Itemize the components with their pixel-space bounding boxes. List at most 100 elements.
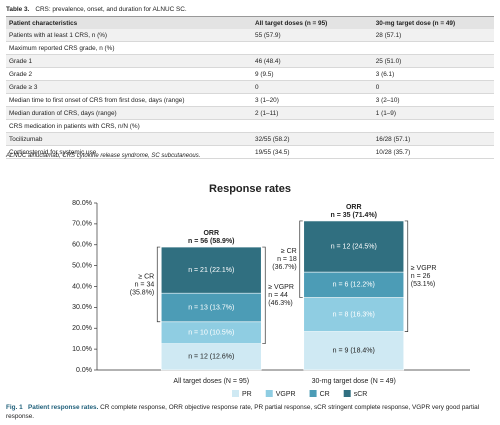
table-cell: 32/55 (58.2) [252, 132, 373, 146]
caption-text: CR complete response, ORR objective resp… [6, 404, 480, 420]
legend-label: CR [320, 391, 330, 398]
cr-annotation: n = 34 [135, 281, 155, 288]
vgpr-bracket [404, 220, 409, 332]
vgpr-annotation: ≥ VGPR [268, 284, 294, 291]
bar-segment [303, 271, 405, 298]
vgpr-annotation: ≥ VGPR [411, 265, 437, 272]
figure-caption: Fig. 1 Patient response rates. CR comple… [6, 404, 494, 421]
value-label: n = 12 (12.6%) [188, 354, 234, 361]
chart-title: Response rates [209, 183, 291, 195]
table-row: Maximum reported CRS grade, n (%) [6, 41, 494, 55]
legend-label: VGPR [276, 391, 296, 398]
table-cell: 2 (1–11) [252, 106, 373, 120]
table-cell: Grade ≥ 3 [6, 80, 253, 94]
table-row: Patients with at least 1 CRS, n (%) 55 (5… [6, 29, 494, 42]
table-cell: Corticosteroid for systemic use [6, 145, 253, 159]
value-label: n = 12 (24.5%) [331, 243, 377, 250]
table-cell: 25 (51.0) [372, 54, 494, 68]
table-row: Median time to first onset of CRS from f… [6, 93, 494, 107]
y-tick-label: 60.0% [72, 242, 92, 249]
table-body: Patients with at least 1 CRS, n (%) 55 (5… [6, 29, 494, 159]
caption-label: Fig. 1 [6, 404, 23, 411]
table-title: CRS: prevalence, onset, and duration for… [35, 6, 187, 13]
table-cell: 55 (57.9) [252, 29, 373, 42]
cr-bracket [299, 220, 303, 298]
y-tick-label: 40.0% [72, 283, 92, 290]
table-row: Tocilizumab 32/55 (58.2) 16/28 (57.1) [6, 132, 494, 146]
vgpr-annotation: (46.3%) [268, 300, 293, 307]
legend-label: PR [242, 391, 252, 398]
table-label: Table 3. [6, 6, 30, 13]
value-label: n = 8 (16.3%) [333, 311, 375, 318]
legend-swatch [309, 390, 317, 397]
bar-segment [303, 331, 405, 371]
table-cell: 46 (48.4) [252, 54, 373, 68]
table-cell: Patients with at least 1 CRS, n (%) [6, 29, 253, 42]
table-cell: 3 (1–20) [252, 93, 373, 107]
y-tick-label: 20.0% [72, 325, 92, 332]
orr-value: n = 35 (71.4%) [331, 212, 378, 219]
table-grid: Patient characteristics All target doses … [6, 17, 494, 159]
legend-swatch [343, 390, 351, 397]
caption-title: Patient response rates. [28, 404, 99, 411]
table-cell: 9 (9.5) [252, 67, 373, 81]
orr-label: ORR [346, 204, 362, 211]
bar-segment [303, 220, 405, 273]
y-tick-label: 30.0% [72, 304, 92, 311]
vgpr-annotation: n = 44 [268, 292, 288, 299]
value-label: n = 13 (13.7%) [188, 304, 234, 311]
table-cell: 0 [372, 80, 494, 94]
orr-label: ORR [203, 230, 219, 237]
y-tick-label: 50.0% [72, 262, 92, 269]
vgpr-annotation: n = 26 [411, 273, 431, 280]
cr-annotation: ≥ CR [281, 248, 297, 255]
table-cell: Tocilizumab [6, 132, 253, 146]
cr-annotation: (36.7%) [272, 264, 297, 271]
vgpr-bracket [262, 246, 266, 345]
table-cell: Median time to first onset of CRS from f… [6, 93, 253, 107]
table-row: Corticosteroid for systemic use 19/55 (34… [6, 145, 494, 159]
table-cell: 0 [252, 80, 373, 94]
table-footnote: ALNUC alnuctamab, CRS cytokine release s… [6, 153, 201, 159]
legend-label: sCR [354, 391, 368, 398]
y-tick-label: 0.0% [76, 367, 92, 374]
table-row: Median duration of CRS, days (range) 2 (1… [6, 106, 494, 120]
table-cell: Maximum reported CRS grade, n (%) [6, 41, 494, 55]
legend-swatch [232, 390, 239, 397]
table-row: Grade 1 46 (48.4) 25 (51.0) [6, 54, 494, 68]
bar-segment [160, 292, 262, 323]
y-tick-label: 80.0% [72, 200, 92, 207]
vgpr-annotation: (53.1%) [411, 281, 436, 288]
x-tick-label: 30-mg target dose (N = 49) [312, 378, 396, 385]
bar-segment [160, 343, 262, 371]
table-cell: 1 (1–9) [372, 106, 494, 120]
cr-annotation: (35.8%) [130, 289, 155, 296]
bar-segment [160, 246, 262, 294]
table-cell: Median duration of CRS, days (range) [6, 106, 253, 120]
table-cell: 16/28 (57.1) [372, 132, 494, 146]
header-cell: 30-mg target dose (n = 49) [372, 17, 494, 29]
table-cell: Grade 1 [6, 54, 253, 68]
value-label: n = 10 (10.5%) [188, 330, 234, 337]
table-title-row: Table 3. CRS: prevalence, onset, and dura… [6, 4, 494, 17]
table-cell: 10/28 (35.7) [372, 145, 494, 159]
table-cell: Grade 2 [6, 67, 253, 81]
value-label: n = 6 (12.2%) [333, 282, 375, 289]
y-tick-label: 70.0% [72, 221, 92, 228]
table-cell: CRS medication in patients with CRS, n/N… [6, 119, 494, 133]
header-row: Patient characteristics All target doses … [6, 17, 494, 29]
header-cell: Patient characteristics [6, 17, 253, 29]
table: Table 3. CRS: prevalence, onset, and dura… [6, 4, 494, 159]
header-cell: All target doses (n = 95) [252, 17, 373, 29]
table-cell: 3 (6.1) [372, 67, 494, 81]
value-label: n = 9 (18.4%) [333, 348, 375, 355]
cr-annotation: ≥ CR [138, 273, 154, 280]
table-row: CRS medication in patients with CRS, n/N… [6, 119, 494, 133]
y-tick-label: 10.0% [72, 346, 92, 353]
orr-value: n = 56 (58.9%) [188, 238, 235, 245]
legend-swatch [265, 390, 273, 397]
